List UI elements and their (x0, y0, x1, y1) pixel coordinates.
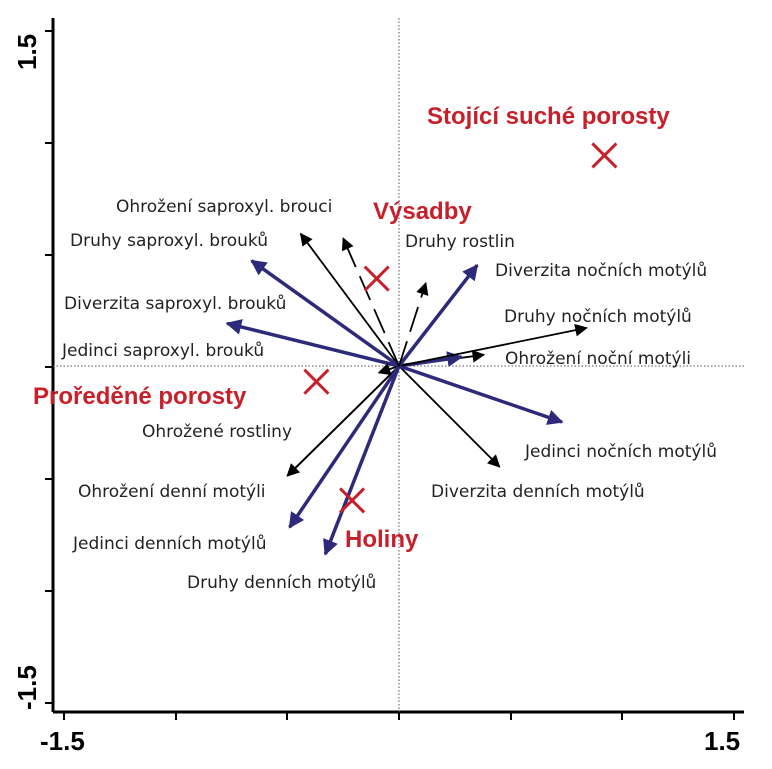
label-druhy-nocnich-motylu: Druhy nočních motýlů (504, 307, 692, 327)
class-labels: Stojící suché porosty Výsadby Proředěné … (33, 103, 670, 553)
label-ohrozene-rostliny: Ohrožené rostliny (142, 422, 292, 442)
x-tick-label-min: -1.5 (40, 726, 85, 756)
vector-arrow-5 (286, 365, 400, 477)
class-marker-0 (591, 142, 618, 169)
vector-arrows (225, 232, 588, 556)
label-diverzita-dennich-motylu: Diverzita denních motýlů (431, 482, 645, 502)
x-tick-label-max: 1.5 (704, 726, 740, 756)
class-marker-3 (339, 487, 366, 514)
label-diverzita-nocnich-motylu: Diverzita nočních motýlů (495, 261, 707, 281)
y-ticks (45, 30, 53, 704)
vector-arrow-9 (398, 364, 564, 425)
vector-arrow-15 (341, 237, 400, 367)
vector-arrow-7 (323, 365, 401, 556)
label-diverzita-saproxyl-brouku: Diverzita saproxyl. brouků (64, 294, 286, 314)
label-proredene-porosty: Proředěné porosty (33, 383, 247, 410)
label-jedinci-dennich-motylu: Jedinci denních motýlů (72, 534, 266, 554)
vector-arrow-12 (398, 323, 588, 367)
vector-labels: Ohrožení saproxyl. brouci Druhy saproxyl… (61, 197, 717, 593)
vector-arrow-13 (397, 263, 479, 368)
vector-arrow-2 (225, 319, 400, 368)
label-druhy-dennich-motylu: Druhy denních motýlů (187, 573, 376, 593)
vector-arrow-1 (250, 259, 401, 368)
label-stojici-suche-porosty: Stojící suché porosty (427, 103, 670, 130)
label-jedinci-nocnich-motylu: Jedinci nočních motýlů (524, 442, 717, 462)
vector-arrow-0 (299, 232, 400, 367)
vector-arrow-3 (377, 363, 400, 376)
label-holiny: Holiny (345, 526, 419, 553)
label-vysadby: Výsadby (373, 198, 472, 225)
label-ohrozeni-saproxyl-brouci: Ohrožení saproxyl. brouci (116, 197, 332, 217)
label-jedinci-saproxyl-brouku: Jedinci saproxyl. brouků (61, 341, 264, 361)
label-druhy-rostlin: Druhy rostlin (405, 232, 515, 252)
label-ohrozeni-nocni-motyli: Ohrožení noční motýli (505, 349, 691, 369)
vector-arrow-6 (288, 365, 401, 529)
class-marker-1 (363, 265, 390, 292)
vector-arrow-14 (398, 281, 429, 367)
vector-arrow-8 (398, 365, 501, 468)
x-ticks (63, 712, 735, 720)
y-tick-label-max: 1.5 (12, 34, 42, 70)
label-ohrozeni-denni-motyli: Ohrožení denní motýli (78, 482, 266, 502)
y-tick-label-min: -1.5 (12, 665, 42, 710)
label-druhy-saproxyl-brouku: Druhy saproxyl. brouků (70, 231, 268, 251)
axes: -1.5 1.5 1.5 -1.5 (12, 18, 744, 756)
class-marker-2 (303, 368, 330, 395)
class-markers (303, 142, 618, 514)
